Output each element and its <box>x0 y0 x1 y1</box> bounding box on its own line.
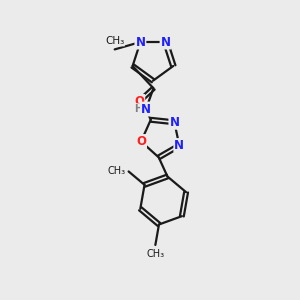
Text: CH₃: CH₃ <box>146 248 164 259</box>
Text: CH₃: CH₃ <box>107 167 126 176</box>
Text: N: N <box>135 35 146 49</box>
Text: CH₃: CH₃ <box>105 36 124 46</box>
Text: O: O <box>136 135 146 148</box>
Text: H: H <box>134 104 142 114</box>
Text: O: O <box>134 95 144 108</box>
Text: N: N <box>160 35 171 49</box>
Text: N: N <box>174 139 184 152</box>
Text: N: N <box>141 103 151 116</box>
Text: N: N <box>169 116 179 129</box>
